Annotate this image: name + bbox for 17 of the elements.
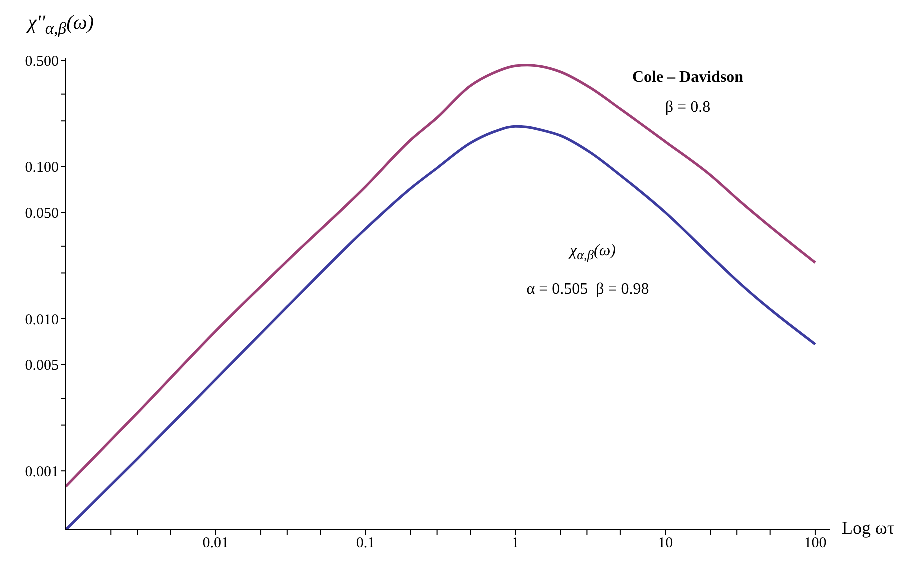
y-tick-label: 0.500: [25, 54, 59, 70]
x-tick-label: 0.1: [356, 536, 376, 552]
x-axis-title: Log ωτ: [842, 518, 895, 539]
x-tick-label: 10: [658, 536, 674, 552]
y-tick-label: 0.001: [25, 464, 59, 480]
y-tick-label: 0.100: [25, 160, 59, 176]
x-tick-label: 0.01: [202, 536, 230, 552]
annotation: χ$_{α,β}$(ω): [570, 242, 616, 264]
annotation: β = 0.8: [665, 99, 711, 117]
y-tick-label: 0.010: [25, 312, 59, 328]
y-axis-title: χ''$_{α,β}$(ω): [28, 12, 94, 39]
x-tick-label: 1: [512, 536, 520, 552]
y-tick-label: 0.050: [25, 206, 59, 222]
annotation: α = 0.505 β = 0.98: [526, 281, 650, 299]
annotation: Cole – Davidson: [632, 69, 744, 87]
x-tick-label: 100: [804, 536, 827, 552]
y-tick-label: 0.005: [25, 358, 59, 374]
